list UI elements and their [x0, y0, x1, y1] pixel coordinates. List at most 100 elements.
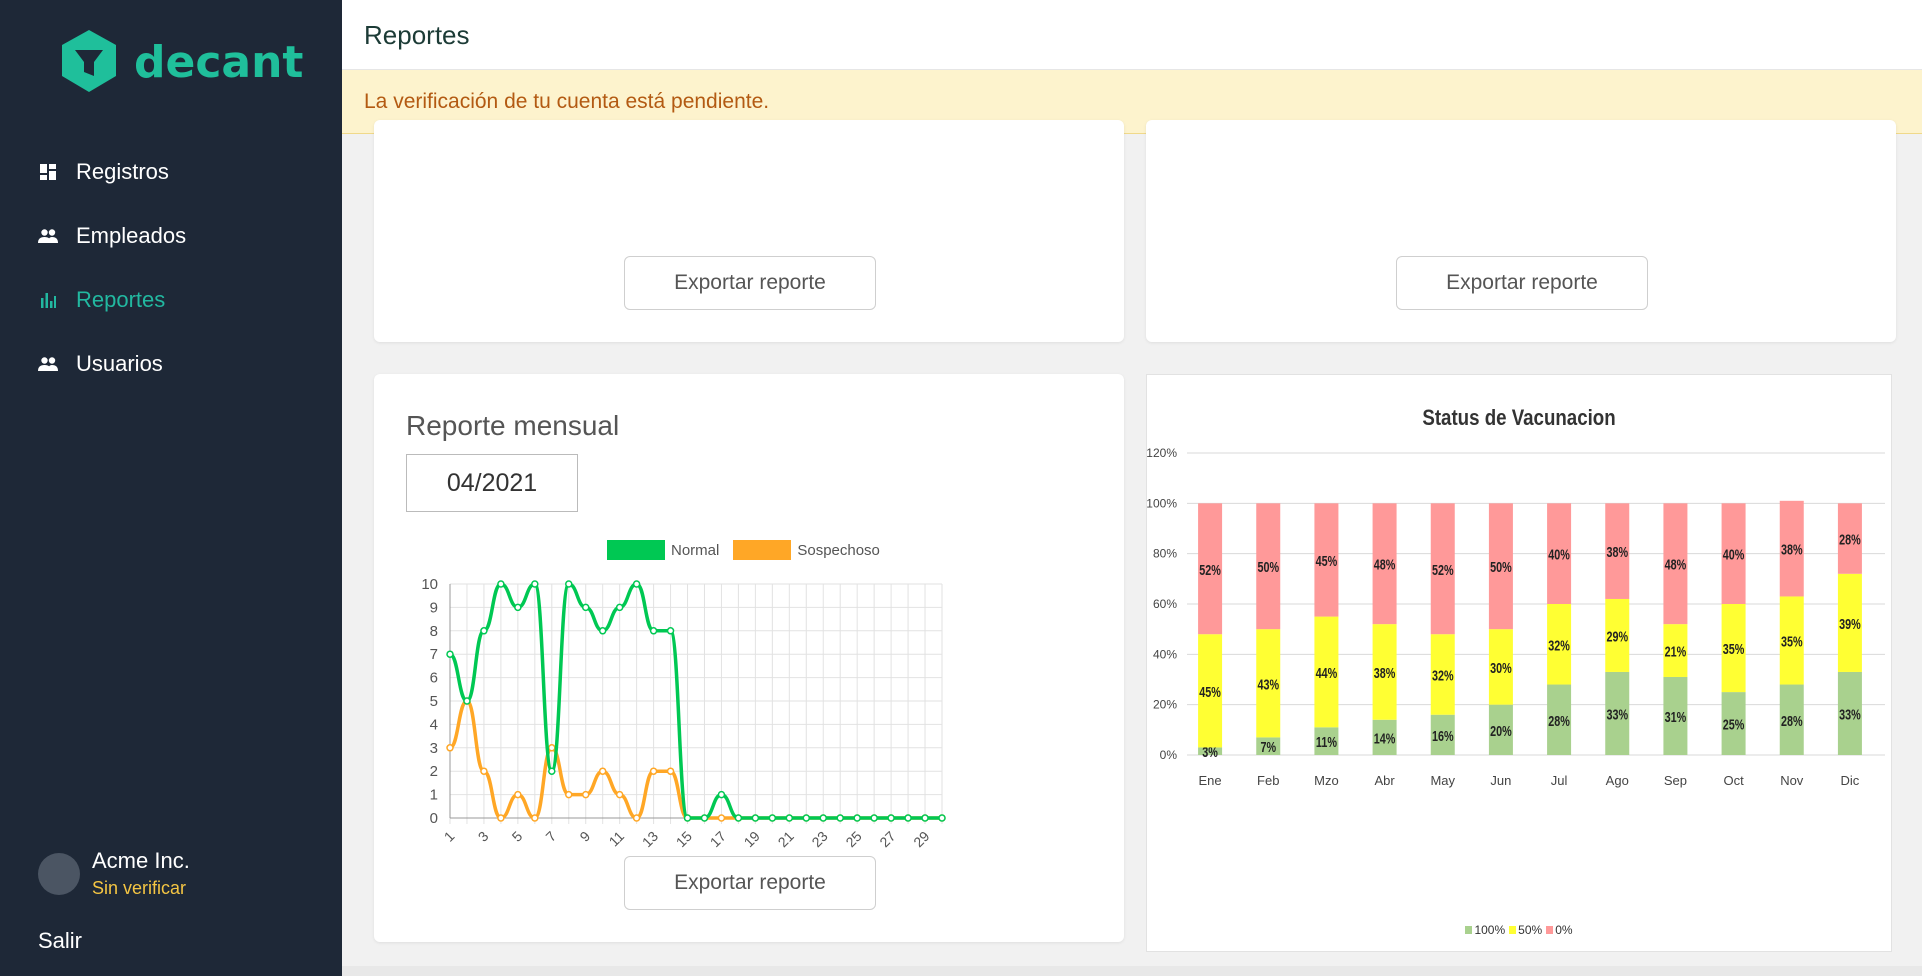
legend-label: 0% — [1555, 923, 1573, 937]
bar-segment — [1488, 503, 1513, 630]
data-label: 35% — [1781, 633, 1803, 650]
data-label: 7% — [1260, 738, 1276, 755]
data-point — [649, 767, 658, 775]
legend-swatch — [607, 540, 665, 560]
x-tick-label: Jun — [1490, 773, 1511, 788]
x-tick-label: 15 — [673, 828, 695, 850]
data-label: 40% — [1723, 546, 1745, 563]
sidebar-item-label: Reportes — [76, 287, 166, 312]
data-label: 14% — [1374, 730, 1396, 747]
data-point — [480, 627, 488, 635]
y-tick-label: 6 — [430, 670, 438, 687]
sidebar-item-empleados[interactable]: Empleados — [0, 204, 342, 268]
sidebar-item-registros[interactable]: Registros — [0, 140, 342, 204]
data-point — [463, 697, 471, 705]
data-point — [615, 790, 624, 799]
data-point — [700, 814, 709, 822]
x-tick-label: Sep — [1664, 773, 1687, 788]
account-info[interactable]: Acme Inc. Sin verificar — [38, 848, 190, 899]
data-point — [632, 814, 641, 822]
month-input[interactable] — [406, 454, 578, 512]
data-label: 28% — [1548, 712, 1570, 729]
data-point — [531, 814, 539, 822]
bar-segment — [1430, 634, 1455, 715]
bar-segment — [1605, 598, 1630, 672]
legend-item-normal[interactable]: Normal — [607, 540, 719, 560]
bar-segment — [1837, 671, 1862, 755]
y-tick-label: 120% — [1147, 446, 1177, 460]
data-point — [565, 790, 573, 799]
data-label: 28% — [1781, 712, 1803, 729]
bar-segment — [1314, 727, 1339, 755]
logout-link[interactable]: Salir — [38, 928, 83, 953]
x-tick-label: 29 — [910, 828, 932, 850]
bar-segment — [1779, 596, 1804, 685]
x-tick-label: 3 — [475, 828, 492, 845]
monthly-report-card: Reporte mensual Normal Sospechoso 012345… — [374, 374, 1124, 942]
data-point — [717, 814, 726, 822]
data-point — [497, 580, 505, 588]
account-status: Sin verificar — [92, 878, 187, 898]
y-tick-label: 5 — [430, 693, 438, 710]
x-tick-label: 11 — [606, 828, 628, 850]
bar-segment — [1663, 624, 1688, 677]
x-tick-label: 7 — [543, 828, 560, 845]
data-label: 25% — [1723, 716, 1745, 733]
data-point — [565, 580, 573, 588]
bar-segment — [1721, 503, 1746, 604]
y-tick-label: 0 — [430, 810, 438, 827]
horizontal-scrollbar[interactable] — [342, 966, 1922, 976]
data-label: 48% — [1374, 556, 1396, 573]
legend-label: Normal — [671, 541, 720, 559]
alert-text: La verificación de tu cuenta está pendie… — [364, 89, 770, 113]
data-label: 52% — [1432, 561, 1454, 578]
report-card-top-right: Exportar reporte — [1146, 120, 1896, 342]
data-point — [581, 790, 590, 799]
x-tick-label: 9 — [576, 828, 593, 845]
data-label: 48% — [1665, 556, 1687, 573]
series-line-sospechoso — [449, 699, 942, 820]
x-tick-label: 19 — [741, 828, 763, 850]
data-label: 33% — [1606, 706, 1628, 723]
bar-segment — [1256, 503, 1281, 630]
data-point — [480, 767, 488, 775]
x-tick-label: 5 — [509, 828, 526, 845]
data-point — [548, 767, 556, 775]
y-tick-label: 40% — [1153, 647, 1177, 661]
export-report-button[interactable]: Exportar reporte — [624, 256, 876, 310]
sidebar-item-label: Usuarios — [76, 351, 163, 376]
vaccination-chart-panel: Status de Vacunacion 0% 20% 40% 60% 80% 100% 1… — [1146, 374, 1892, 952]
x-tick-label: May — [1430, 773, 1455, 788]
export-report-button[interactable]: Exportar reporte — [1396, 256, 1648, 310]
data-label: 43% — [1257, 676, 1279, 693]
brand-logo[interactable]: decant — [58, 28, 303, 96]
line-chart-legend: Normal Sospechoso — [607, 540, 894, 560]
bar-segment — [1547, 503, 1572, 604]
x-tick-label: Mzo — [1314, 773, 1339, 788]
y-tick-label: 1 — [430, 787, 438, 804]
data-point — [548, 744, 556, 752]
data-label: 21% — [1665, 643, 1687, 660]
export-report-button[interactable]: Exportar reporte — [624, 856, 876, 910]
bar-segment — [1372, 719, 1397, 755]
data-label: 33% — [1839, 706, 1861, 723]
x-tick-label: 23 — [808, 828, 830, 850]
people-icon — [38, 354, 58, 374]
y-tick-label: 2 — [430, 763, 438, 780]
legend-item-sospechoso[interactable]: Sospechoso — [733, 540, 880, 560]
sidebar-item-usuarios[interactable]: Usuarios — [0, 332, 342, 396]
data-point — [870, 814, 878, 822]
legend-item-100: 100% — [1465, 923, 1505, 937]
y-tick-label: 8 — [430, 623, 438, 640]
data-point — [819, 814, 827, 822]
data-point — [446, 650, 454, 658]
data-point — [497, 814, 505, 822]
sidebar-item-label: Registros — [76, 159, 169, 184]
legend-label: Sospechoso — [797, 541, 880, 559]
data-point — [581, 603, 590, 612]
data-point — [598, 627, 607, 635]
data-label: 45% — [1316, 552, 1338, 569]
data-point — [514, 603, 522, 612]
y-tick-label: 4 — [430, 716, 438, 733]
sidebar-item-reportes[interactable]: Reportes — [0, 268, 342, 332]
